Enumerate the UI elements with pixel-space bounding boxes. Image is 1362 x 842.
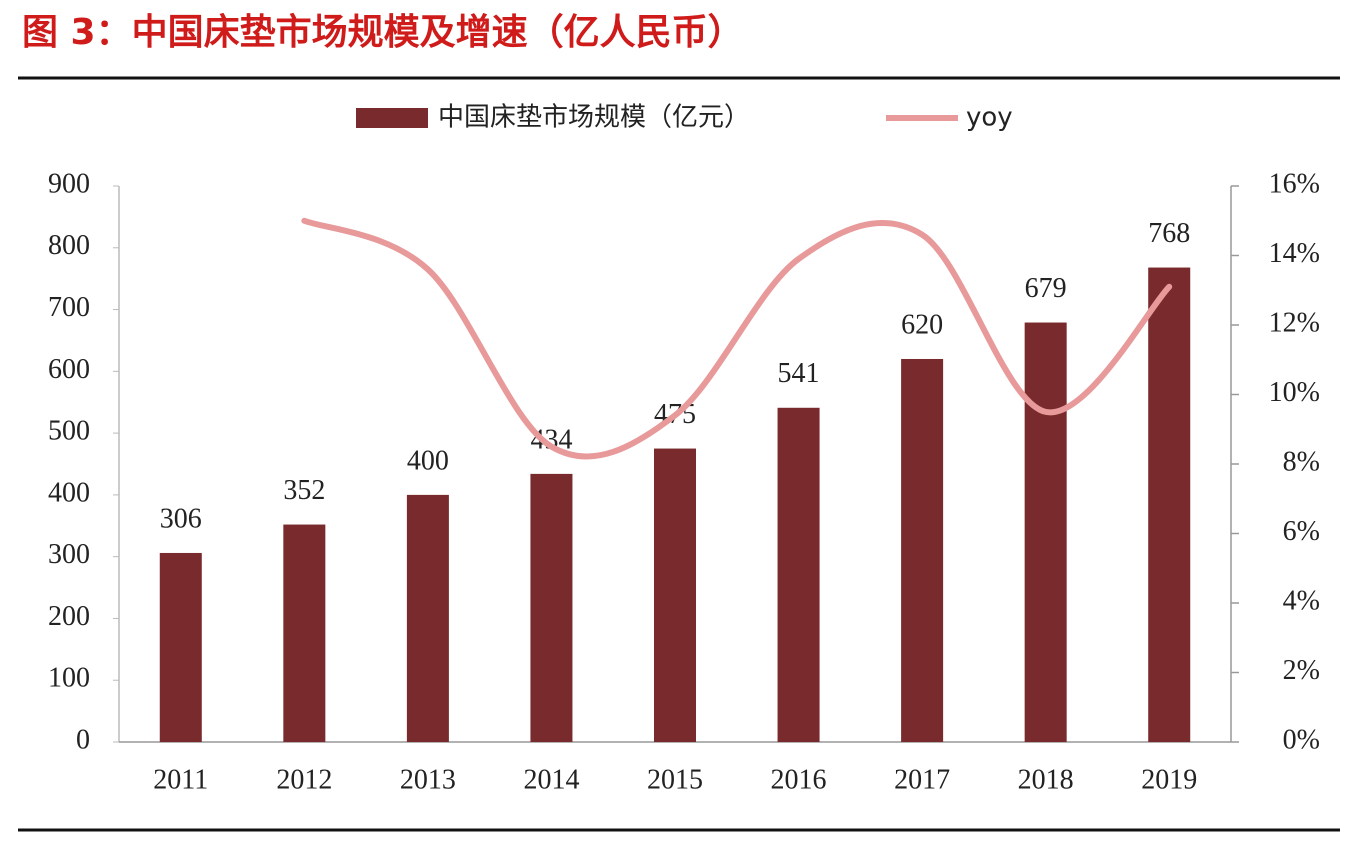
y2-tick-label: 4%	[1283, 585, 1320, 616]
x-tick-label: 2016	[771, 764, 827, 795]
value-label: 620	[901, 309, 943, 340]
y2-tick-label: 12%	[1269, 307, 1320, 338]
y2-tick-label: 16%	[1269, 168, 1320, 199]
bar	[283, 524, 326, 742]
y-tick-label: 100	[48, 663, 90, 694]
bar	[406, 494, 449, 742]
value-label: 541	[778, 358, 820, 389]
y-tick-label: 700	[48, 292, 90, 323]
value-label: 306	[160, 503, 202, 534]
y2-tick-label: 2%	[1283, 655, 1320, 686]
bar	[777, 407, 820, 742]
x-tick-label: 2014	[523, 764, 579, 795]
y-tick-label: 200	[48, 601, 90, 632]
y-tick-label: 500	[48, 416, 90, 447]
legend-label: yoy	[966, 103, 1013, 133]
x-tick-label: 2018	[1018, 764, 1074, 795]
x-tick-label: 2015	[647, 764, 703, 795]
chart-title: 图 3：中国床垫市场规模及增速（亿人民币）	[22, 12, 744, 53]
y-tick-label: 400	[48, 477, 90, 508]
value-label: 679	[1025, 273, 1067, 304]
legend-swatch-bar	[356, 108, 428, 128]
x-tick-label: 2011	[153, 764, 208, 795]
bar	[1024, 322, 1067, 742]
bar	[530, 473, 573, 742]
bar	[1148, 267, 1191, 742]
bar	[901, 358, 944, 742]
x-tick-label: 2019	[1141, 764, 1197, 795]
y-tick-label: 600	[48, 354, 90, 385]
y2-tick-label: 10%	[1269, 377, 1320, 408]
x-tick-label: 2017	[894, 764, 950, 795]
y2-tick-label: 14%	[1269, 238, 1320, 269]
x-tick-label: 2013	[400, 764, 456, 795]
value-label: 352	[283, 475, 325, 506]
y2-tick-label: 0%	[1283, 724, 1320, 755]
line	[301, 217, 1173, 460]
x-tick-label: 2012	[276, 764, 332, 795]
value-label: 400	[407, 445, 449, 476]
bar	[653, 448, 697, 742]
y2-tick-label: 6%	[1283, 516, 1320, 547]
y-tick-label: 0	[76, 724, 90, 755]
legend-label: 中国床垫市场规模（亿元）	[438, 103, 750, 133]
bar	[159, 552, 202, 742]
y-tick-label: 900	[48, 168, 90, 199]
value-label: 768	[1148, 218, 1190, 249]
y-tick-label: 300	[48, 539, 90, 570]
y-tick-label: 800	[48, 230, 90, 261]
legend: 中国床垫市场规模（亿元） yoy	[356, 103, 1013, 133]
y2-tick-label: 8%	[1283, 446, 1320, 477]
